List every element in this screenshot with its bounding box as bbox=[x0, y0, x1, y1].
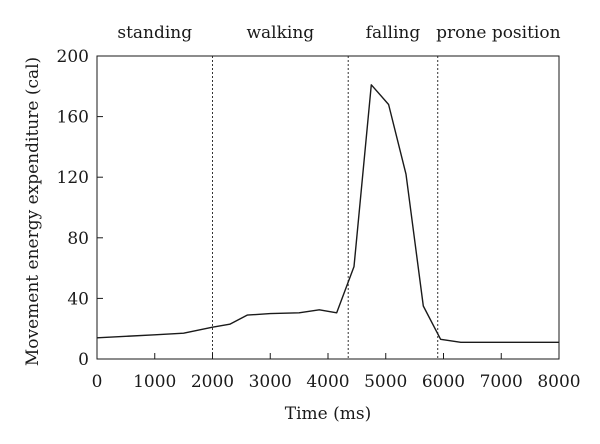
x-tick-label: 5000 bbox=[364, 372, 407, 392]
x-axis-title: Time (ms) bbox=[285, 404, 371, 424]
phase-labels: standing walking falling prone position bbox=[117, 23, 560, 43]
phase-label: prone position bbox=[436, 23, 560, 43]
x-tick-label: 8000 bbox=[537, 372, 580, 392]
x-tick-label: 2000 bbox=[191, 372, 234, 392]
phase-label: standing bbox=[117, 23, 192, 43]
y-axis-title: Movement energy expenditure (cal) bbox=[23, 57, 43, 366]
y-tick-label: 160 bbox=[57, 108, 89, 128]
phase-boundaries bbox=[212, 56, 439, 359]
x-axis-ticks: 0 1000 2000 3000 4000 5000 6000 7000 8000 bbox=[92, 353, 581, 392]
x-tick-label: 7000 bbox=[480, 372, 523, 392]
y-tick-label: 40 bbox=[67, 289, 89, 309]
y-axis-ticks: 0 40 80 120 160 200 bbox=[57, 47, 103, 370]
y-tick-label: 200 bbox=[57, 47, 89, 67]
energy-series-line bbox=[96, 84, 559, 343]
phase-label: falling bbox=[366, 23, 421, 43]
y-tick-label: 0 bbox=[78, 350, 89, 370]
x-tick-label: 0 bbox=[92, 372, 103, 392]
y-tick-label: 120 bbox=[57, 168, 89, 188]
x-tick-label: 4000 bbox=[306, 372, 349, 392]
x-tick-label: 6000 bbox=[422, 372, 465, 392]
y-tick-label: 80 bbox=[67, 229, 89, 249]
phase-label: walking bbox=[247, 23, 315, 43]
x-tick-label: 3000 bbox=[249, 372, 292, 392]
x-tick-label: 1000 bbox=[133, 372, 176, 392]
plot-frame bbox=[96, 55, 560, 360]
